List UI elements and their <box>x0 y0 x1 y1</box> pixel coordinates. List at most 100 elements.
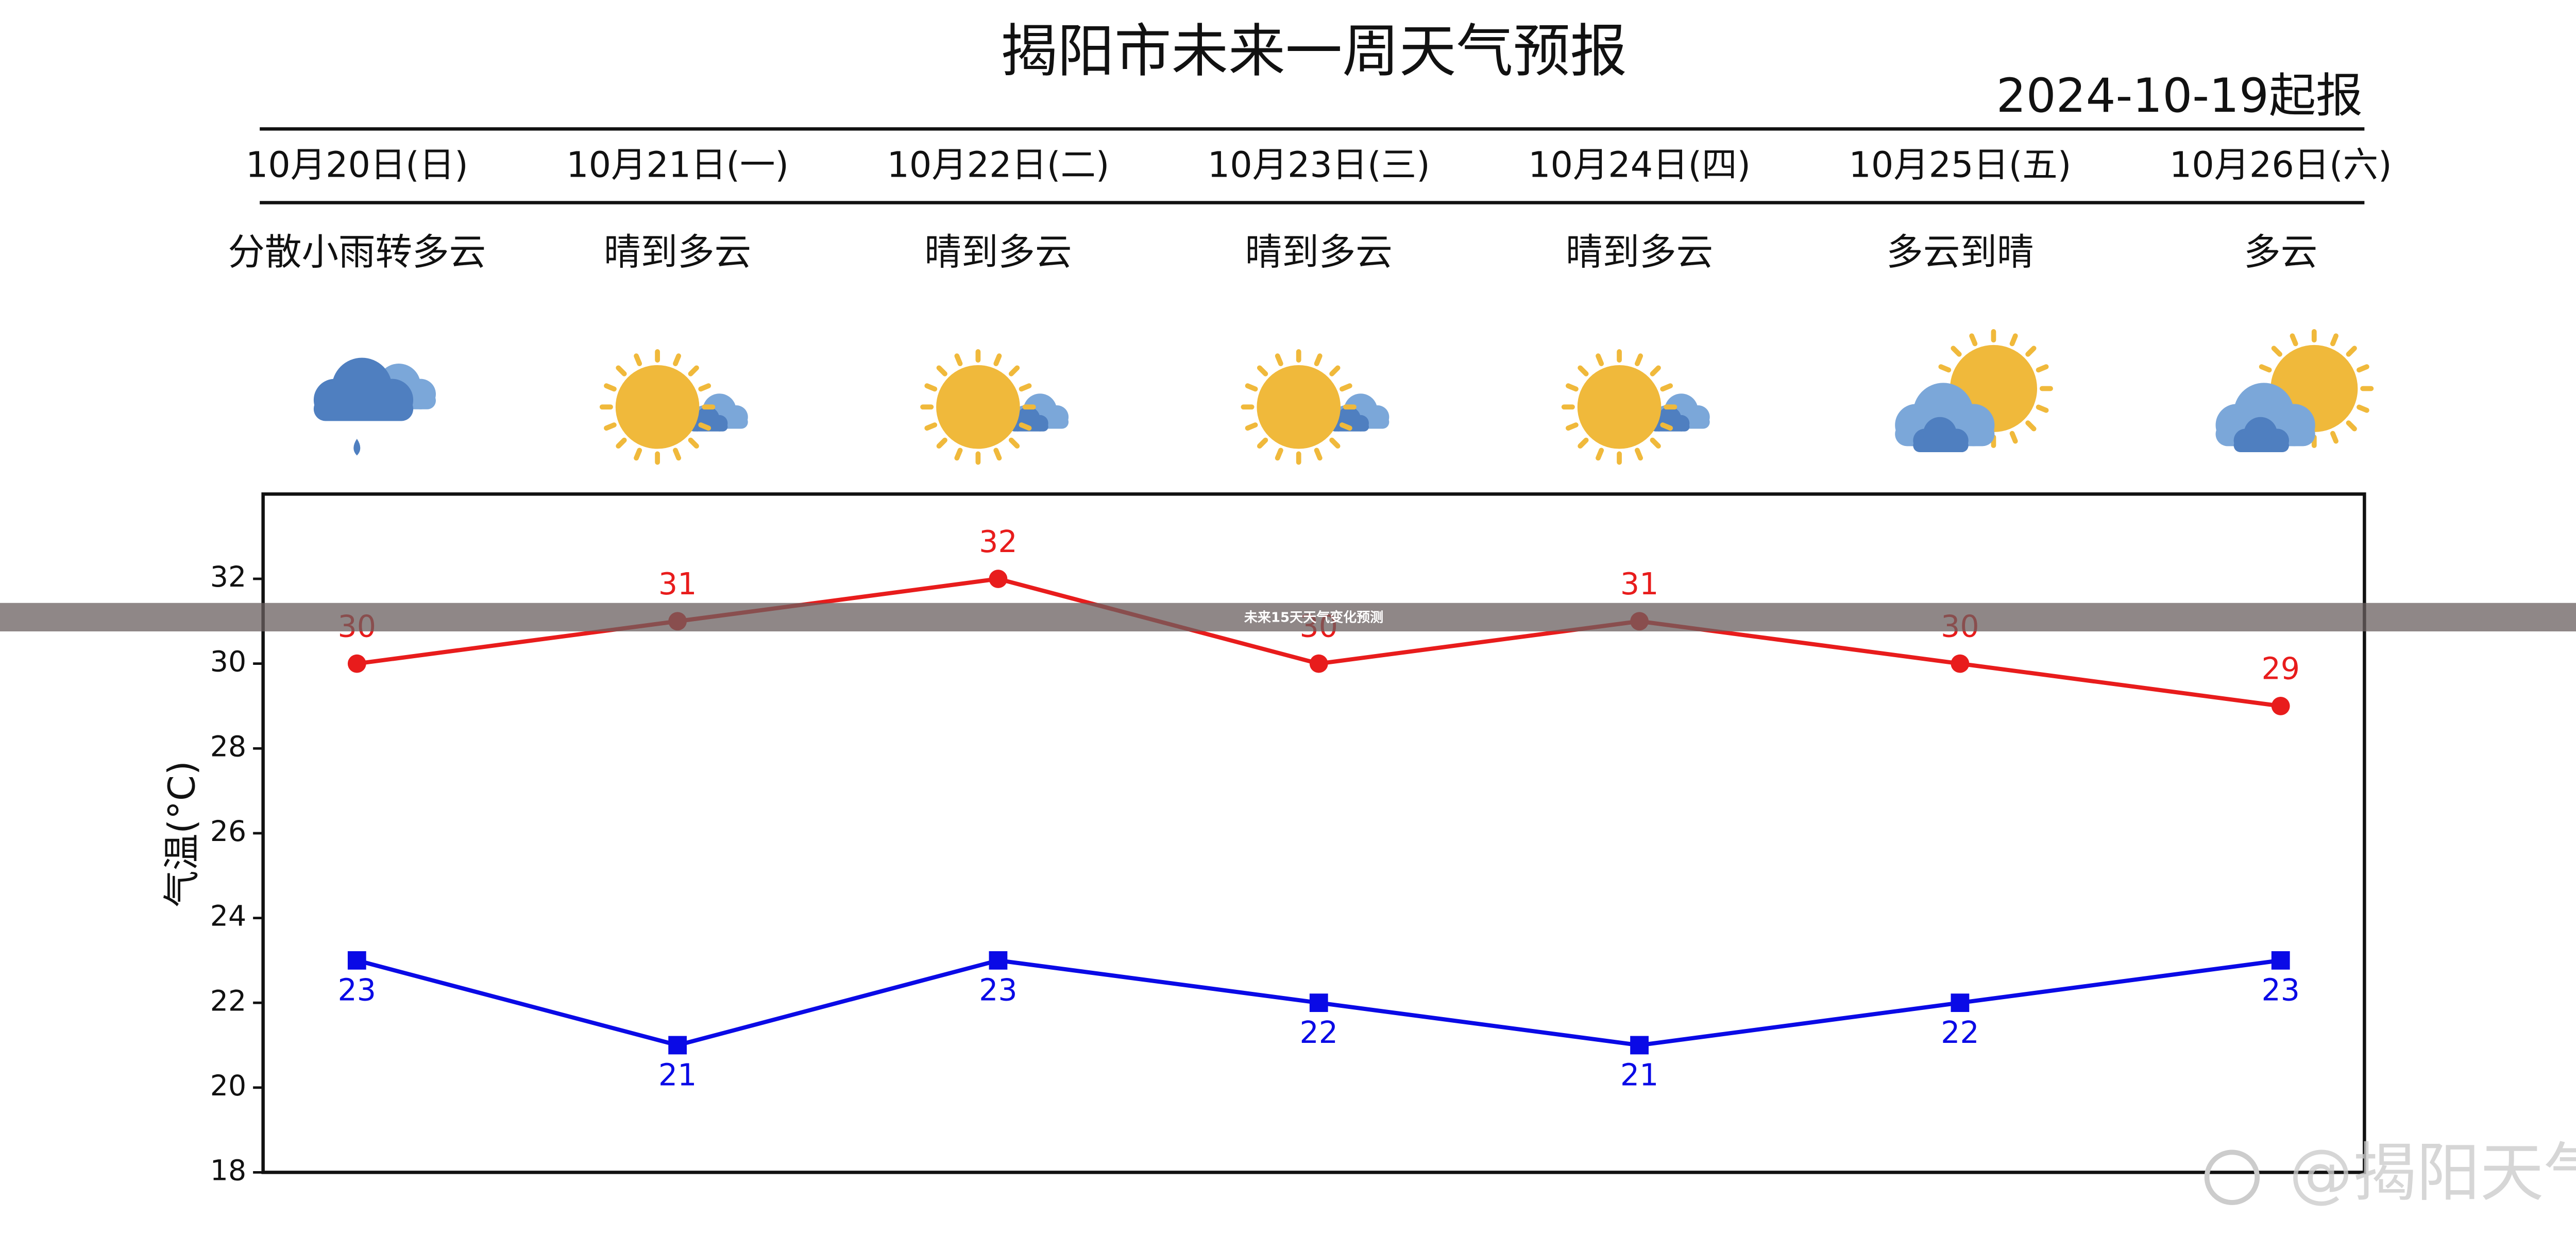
y-axis-label: 气温(°C) <box>160 761 203 907</box>
y-tick-label: 22 <box>210 985 246 1018</box>
sun-ray <box>1660 383 1673 392</box>
cloud-part <box>1913 439 1969 453</box>
sun-ray <box>1008 437 1020 449</box>
sun-ray <box>2330 431 2338 444</box>
point <box>1630 1036 1649 1055</box>
weather-label: 晴到多云 <box>924 231 1072 273</box>
sun-ray <box>698 422 711 431</box>
sun-ray <box>993 448 1002 461</box>
sun-ray <box>1314 353 1323 366</box>
point <box>1309 654 1328 673</box>
sun-ray <box>1596 353 1604 366</box>
value-label: 21 <box>658 1057 697 1092</box>
point <box>2271 951 2290 970</box>
sun-ray <box>688 437 699 449</box>
sun-ray <box>1969 333 1978 347</box>
sun-ray <box>2290 333 2298 347</box>
weather-icon <box>920 349 1069 465</box>
value-label: 22 <box>1300 1015 1338 1050</box>
sun-ray <box>936 365 947 376</box>
sun-ray <box>1314 448 1323 461</box>
chart-subtitle: 2024-10-19起报 <box>1996 68 2363 123</box>
sun-ray <box>2036 404 2049 413</box>
sun-ray <box>2009 431 2018 444</box>
sun <box>1577 365 1662 449</box>
y-tick-label: 24 <box>210 900 246 933</box>
sun-ray <box>1008 365 1020 376</box>
point <box>668 1036 687 1055</box>
value-label: 23 <box>979 973 1017 1008</box>
sun-ray <box>1578 437 1589 449</box>
sun-ray <box>1019 422 1032 431</box>
sun-ray <box>673 448 682 461</box>
sun-ray <box>1660 422 1673 431</box>
sun-ray <box>1938 364 1952 373</box>
sun-ray <box>1566 383 1579 392</box>
sun-ray <box>1257 365 1268 376</box>
sun-ray <box>1019 383 1032 392</box>
sun-ray <box>2036 364 2049 373</box>
date-label: 10月21日(一) <box>566 145 789 186</box>
chart-title: 揭阳市未来一周天气预报 <box>1001 19 1627 85</box>
watermark-logo <box>2204 1149 2260 1205</box>
value-label: 23 <box>338 973 376 1008</box>
date-label: 10月20日(日) <box>246 145 468 186</box>
sun-ray <box>1596 448 1604 461</box>
point <box>1309 993 1328 1012</box>
weather-label: 多云 <box>2244 231 2317 273</box>
sun-ray <box>2009 333 2018 347</box>
sun-ray <box>2025 420 2037 432</box>
sun-ray <box>1566 422 1579 431</box>
weather-label: 晴到多云 <box>1245 231 1393 273</box>
banner-bar <box>0 603 2576 632</box>
weather-label: 分散小雨转多云 <box>228 231 486 273</box>
sun-ray <box>2259 364 2272 373</box>
sun-ray <box>1257 437 1268 449</box>
value-label: 23 <box>2261 973 2299 1008</box>
sun-ray <box>688 365 699 376</box>
sun-ray <box>634 353 642 366</box>
y-tick-label: 26 <box>210 815 246 848</box>
weather-label: 晴到多云 <box>1566 231 1713 273</box>
date-label: 10月22日(二) <box>887 145 1109 186</box>
sun-ray <box>1329 437 1341 449</box>
weather-icon <box>1895 329 2053 453</box>
sun-ray <box>2346 420 2357 432</box>
point <box>989 570 1008 588</box>
weather-icon <box>599 349 748 465</box>
sun-ray <box>924 383 938 392</box>
sun-ray <box>1650 365 1661 376</box>
sun-ray <box>924 422 938 431</box>
weather-icon <box>313 357 436 456</box>
point <box>1951 654 1970 673</box>
watermark: @揭阳天气 <box>2289 1136 2576 1210</box>
sun-ray <box>616 437 627 449</box>
banner-text: 未来15天天气变化预测 <box>1244 610 1383 626</box>
sun-ray <box>1245 383 1258 392</box>
sun-ray <box>1951 346 1962 357</box>
date-label: 10月26日(六) <box>2170 145 2392 186</box>
point <box>2271 697 2290 715</box>
sun-ray <box>698 383 711 392</box>
overlay: 未来15天天气变化预测 @揭阳天气 <box>0 603 2576 1210</box>
date-label: 10月25日(五) <box>1849 145 2071 186</box>
sun-ray <box>673 353 682 366</box>
y-tick-label: 32 <box>210 561 246 594</box>
sun-ray <box>1635 448 1643 461</box>
sun-ray <box>1245 422 1258 431</box>
sun-ray <box>616 365 627 376</box>
date-label: 10月24日(四) <box>1528 145 1751 186</box>
sun-ray <box>2357 364 2369 373</box>
cloud-part <box>313 397 414 421</box>
sun-ray <box>2357 404 2369 413</box>
rain-drop <box>353 439 361 456</box>
sun-ray <box>2330 333 2338 347</box>
value-label: 29 <box>2261 651 2299 686</box>
weather-icon <box>1241 349 1389 465</box>
sun-ray <box>993 353 1002 366</box>
point <box>347 951 366 970</box>
sun <box>615 365 700 449</box>
sun-ray <box>634 448 642 461</box>
sun-ray <box>2025 346 2037 357</box>
